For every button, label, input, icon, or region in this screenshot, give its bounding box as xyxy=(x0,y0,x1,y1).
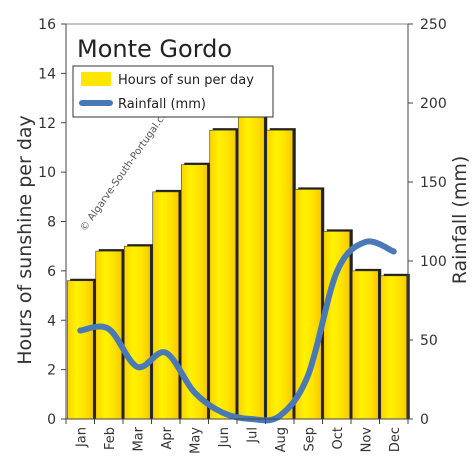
left-axis-label: Hours of sunshine per day xyxy=(14,115,36,365)
rainfall-line xyxy=(77,238,397,424)
sunshine-bar-jul xyxy=(237,112,265,420)
x-axis: Jan Feb Mar Apr May Jun Jul Aug Sep Oct Nov Dec xyxy=(65,418,409,454)
left-tick-label: 6 xyxy=(47,264,56,280)
right-axis: 0 50 100 150 200 250 xyxy=(407,17,447,428)
left-tick-label: 16 xyxy=(38,17,56,33)
x-tick-label-aug: Aug xyxy=(274,427,289,452)
right-tick-label: 200 xyxy=(420,96,447,112)
sunshine-bar-dec xyxy=(380,275,408,420)
x-tick-label-mar: Mar xyxy=(131,426,146,451)
left-tick-label: 8 xyxy=(47,215,56,231)
left-tick-label: 14 xyxy=(38,66,56,82)
legend-label-sunshine: Hours of sun per day xyxy=(118,73,254,88)
left-tick-label: 12 xyxy=(38,116,56,132)
left-tick-label: 4 xyxy=(47,313,56,329)
sunshine-bar-nov xyxy=(351,270,379,420)
right-tick-label: 0 xyxy=(420,412,429,428)
sunshine-bar-mar xyxy=(123,245,151,420)
x-tick-label-apr: Apr xyxy=(160,426,175,449)
sunshine-bar-aug xyxy=(266,129,294,420)
x-tick-label-jan: Jan xyxy=(74,427,89,448)
x-tick-label-oct: Oct xyxy=(331,427,346,449)
rainfall-line-layer xyxy=(77,238,397,424)
left-tick-label: 10 xyxy=(38,165,56,181)
right-tick-label: 100 xyxy=(420,254,447,270)
legend-swatch-sunshine xyxy=(81,72,111,86)
sunshine-bar-apr xyxy=(152,191,180,420)
x-tick-label-dec: Dec xyxy=(388,427,403,452)
left-tick-label: 0 xyxy=(47,412,56,428)
sunshine-bar-feb xyxy=(95,250,123,420)
right-tick-label: 250 xyxy=(420,17,447,33)
sunshine-bar-jun xyxy=(209,129,237,420)
left-axis: 0 2 4 6 8 10 12 14 16 xyxy=(38,17,67,428)
right-tick-label: 50 xyxy=(420,333,438,349)
sunshine-bar-oct xyxy=(323,231,351,420)
x-tick-label-nov: Nov xyxy=(359,427,374,453)
legend-label-rainfall: Rainfall (mm) xyxy=(118,97,206,112)
left-tick-label: 2 xyxy=(47,363,56,379)
x-tick-label-may: May xyxy=(188,427,203,454)
right-axis-label: Rainfall (mm) xyxy=(449,156,471,285)
right-tick-label: 150 xyxy=(420,175,447,191)
x-tick-label-sep: Sep xyxy=(302,427,317,452)
sunshine-bar-jan xyxy=(66,280,94,420)
legend: Hours of sun per day Rainfall (mm) xyxy=(72,65,274,118)
chart-title: Monte Gordo xyxy=(77,35,232,63)
x-tick-label-feb: Feb xyxy=(103,427,118,450)
sunshine-bars xyxy=(66,110,410,420)
x-tick-label-jul: Jul xyxy=(245,427,260,444)
sunshine-bar-sep xyxy=(294,189,322,420)
x-tick-label-jun: Jun xyxy=(217,427,232,448)
